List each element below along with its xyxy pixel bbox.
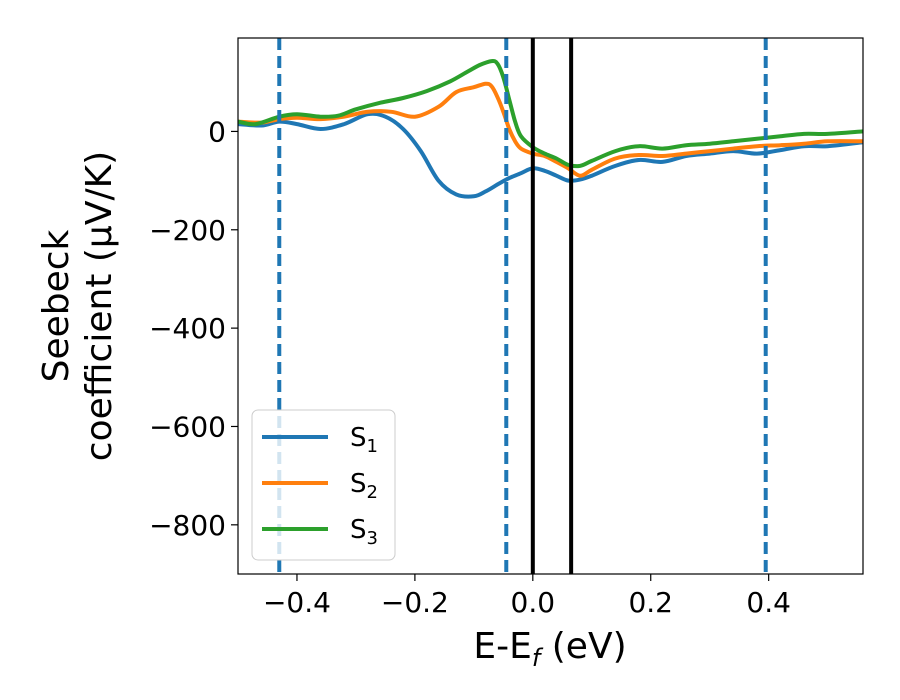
y-tick-label: −800 [149,509,226,542]
legend-label-s1: S1 [350,423,378,457]
x-tick-label: 0.0 [511,586,556,619]
plot-frame [237,37,864,575]
series-line-s2 [238,81,863,178]
y-tick-label: −600 [149,410,226,443]
x-axis-ticks: −0.4 −0.2 0.0 0.2 0.4 [263,574,791,619]
series-line-s1 [238,111,863,199]
y-tick-label: −200 [149,214,226,247]
series-line-s3 [238,59,863,169]
legend-item-s2: S2 [262,469,378,503]
y-tick-label: −400 [149,312,226,345]
x-tick-label: −0.2 [381,586,449,619]
legend-item-s3: S3 [262,515,378,549]
legend-label-s2: S2 [350,469,378,503]
y-tick-label: 0 [208,115,226,148]
legend: S1 S2 S3 [251,409,396,561]
y-axis-label-line2: coefficient (μV/K) [79,151,120,461]
y-axis-ticks: 0 −200 −400 −600 −800 [149,115,238,542]
y-axis-label: Seebeck coefficient (μV/K) [36,151,120,461]
x-axis-label: E-Ef (eV) [473,626,626,672]
x-tick-label: 0.2 [628,586,673,619]
y-axis-label-line1: Seebeck [36,229,77,382]
plot-contents [238,38,863,574]
legend-item-s1: S1 [262,423,378,457]
x-tick-label: −0.4 [263,586,331,619]
plot-area [238,38,863,574]
x-tick-label: 0.4 [746,586,791,619]
legend-label-s3: S3 [350,515,378,549]
